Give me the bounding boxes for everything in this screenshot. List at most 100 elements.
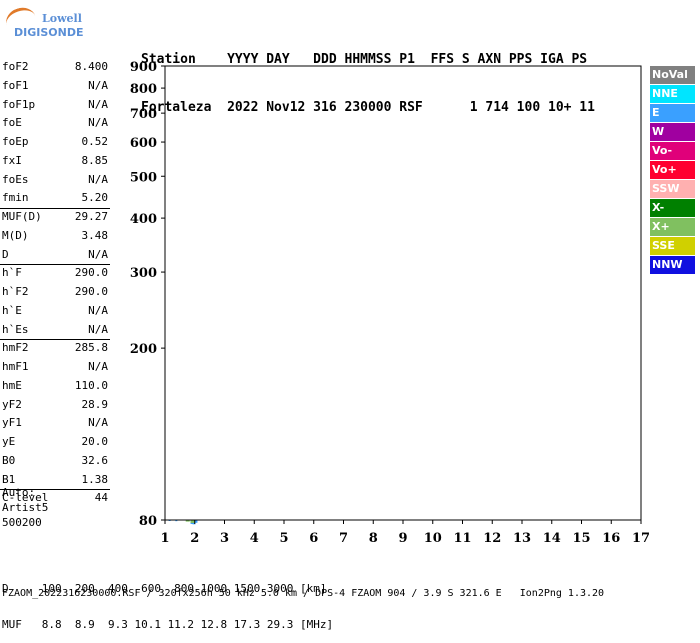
scalar-label: foE (2, 116, 22, 130)
scalar-label: foF1p (2, 97, 36, 111)
scalar-value: 20.0 (81, 435, 109, 448)
x-tick-label: 7 (339, 531, 348, 546)
scalar-row: B0 32.6 (0, 451, 110, 470)
y-tick-label: 700 (130, 107, 157, 122)
legend-item-sse: SSE (650, 237, 695, 255)
scalar-value: 290.0 (74, 266, 108, 280)
legend-item-x+: X+ (650, 218, 695, 236)
scalar-label: fxI (2, 153, 22, 167)
scalar-value: 32.6 (81, 453, 109, 467)
scalar-label: B0 (2, 453, 16, 467)
scalar-row: hmF2 285.8 (0, 338, 110, 357)
scalar-label: h`E (2, 303, 22, 317)
legend-item-noval: NoVal (650, 66, 695, 84)
scalar-value: 3.48 (81, 228, 109, 242)
scalar-value: N/A (88, 247, 108, 261)
scalar-label: B1 (2, 472, 16, 486)
x-tick-label: 11 (453, 531, 471, 546)
legend-item-nne: NNE (650, 85, 695, 103)
scalar-label: foF1 (2, 78, 29, 92)
echo-mark (185, 519, 190, 522)
scalar-value: 290.0 (74, 285, 108, 298)
x-tick-label: 8 (369, 531, 378, 546)
x-tick-label: 10 (424, 531, 442, 546)
scalar-value: 1.38 (81, 472, 109, 486)
scalar-row: MUF(D) 29.27 (0, 207, 110, 226)
scalars-panel: foF2 8.400 foF1 N/A foF1p N/A foE N/A foEp 0.52 fx… (0, 57, 110, 507)
scalar-label: h`F (2, 266, 22, 280)
x-tick-label: 9 (398, 531, 407, 546)
legend-item-ssw: SSW (650, 180, 695, 198)
x-tick-label: 6 (309, 531, 318, 546)
header: Station YYYY DAY DDD HHMMSS P1 FFS S AXN… (141, 20, 595, 132)
scalar-label: hmF2 (2, 341, 29, 355)
scalar-value: 8.400 (74, 60, 108, 73)
auto-info: Auto: Artist5 500200 (2, 486, 49, 529)
scalar-value: N/A (88, 322, 108, 336)
scalar-row: M(D) 3.48 (0, 226, 110, 245)
scalar-value: N/A (88, 360, 108, 373)
scalar-label: D (2, 247, 9, 261)
scalar-label: h`Es (2, 322, 29, 336)
scalar-label: hmE (2, 378, 22, 392)
y-tick-label: 600 (130, 136, 157, 151)
scalar-label: yF1 (2, 416, 22, 430)
x-tick-label: 4 (250, 531, 259, 546)
scalar-row: foF1 N/A (0, 76, 110, 95)
legend-item-w: W (650, 123, 695, 141)
scalar-label: fmin (2, 191, 29, 205)
x-tick-label: 3 (220, 531, 229, 546)
scalar-value: 28.9 (81, 397, 109, 411)
scalar-row: hmF1 N/A (0, 357, 110, 376)
axis-layer: 1 2 3 4 5 6 7 8 9 10 11 12 13 14 15 16 17802003004005006… (130, 60, 650, 546)
echo-mark (190, 519, 195, 523)
scalar-row: yF2 28.9 (0, 395, 110, 414)
scalar-row: yF1 N/A (0, 413, 110, 432)
d-line: D 100 200 400 600 800 1000 1500 3000 [km… (2, 582, 327, 595)
legend-item-x-: X- (650, 199, 695, 217)
legend-item-nnw: NNW (650, 256, 695, 274)
x-tick-label: 1 (160, 531, 169, 546)
scalar-label: h`F2 (2, 285, 29, 298)
x-tick-label: 14 (543, 531, 561, 546)
x-tick-label: 2 (190, 531, 199, 546)
header-line2: Fortaleza 2022 Nov12 316 230000 RSF 1 71… (141, 100, 595, 115)
scalar-separator (0, 263, 110, 265)
scalar-value: N/A (88, 97, 108, 111)
scalar-row: h`E N/A (0, 301, 110, 320)
x-tick-label: 13 (513, 531, 531, 546)
x-tick-label: 12 (483, 531, 501, 546)
scalar-row: foE N/A (0, 113, 110, 132)
scalar-value: N/A (88, 416, 108, 430)
x-tick-label: 16 (602, 531, 620, 546)
legend-item-e: E (650, 104, 695, 122)
scalar-value: 5.20 (81, 191, 109, 205)
scalar-label: MUF(D) (2, 210, 42, 223)
scalar-row: fmin 5.20 (0, 188, 110, 207)
scalar-label: foEp (2, 135, 29, 148)
scalar-label: C-level (2, 491, 49, 505)
scalar-value: 44 (94, 491, 108, 505)
y-tick-label: 900 (130, 60, 157, 75)
scalar-row: foF1p N/A (0, 95, 110, 114)
logo-line1: Lowell (42, 12, 82, 25)
scalar-separator (0, 488, 110, 490)
scalar-value: 0.52 (81, 135, 109, 148)
ionogram-chart: 1 2 3 4 5 6 7 8 9 10 11 12 13 14 15 16 17802003004005006… (130, 60, 650, 546)
scalar-row: h`F2 290.0 (0, 282, 110, 301)
scalar-row: yE 20.0 (0, 432, 110, 451)
legend: NoVal NNE E W Vo- Vo+ SSW X- X+ SSE NNW (650, 66, 695, 275)
x-tick-label: 17 (632, 531, 650, 546)
y-tick-label: 200 (130, 342, 157, 357)
y-tick-label: 500 (130, 170, 157, 185)
scalar-row: h`F 290.0 (0, 263, 110, 282)
y-tick-label: 300 (130, 266, 157, 281)
x-tick-label: 5 (279, 531, 288, 546)
scalar-label: yF2 (2, 397, 22, 411)
scalar-row: foEs N/A (0, 170, 110, 189)
scalar-value: N/A (88, 116, 108, 130)
header-line1: Station YYYY DAY DDD HHMMSS P1 FFS S AXN… (141, 52, 588, 67)
d-muf-table: D 100 200 400 600 800 1000 1500 3000 [km… (2, 559, 333, 643)
lowell-digisonde-logo: Lowell DIGISONDE (2, 3, 84, 42)
plot-frame (164, 65, 642, 521)
